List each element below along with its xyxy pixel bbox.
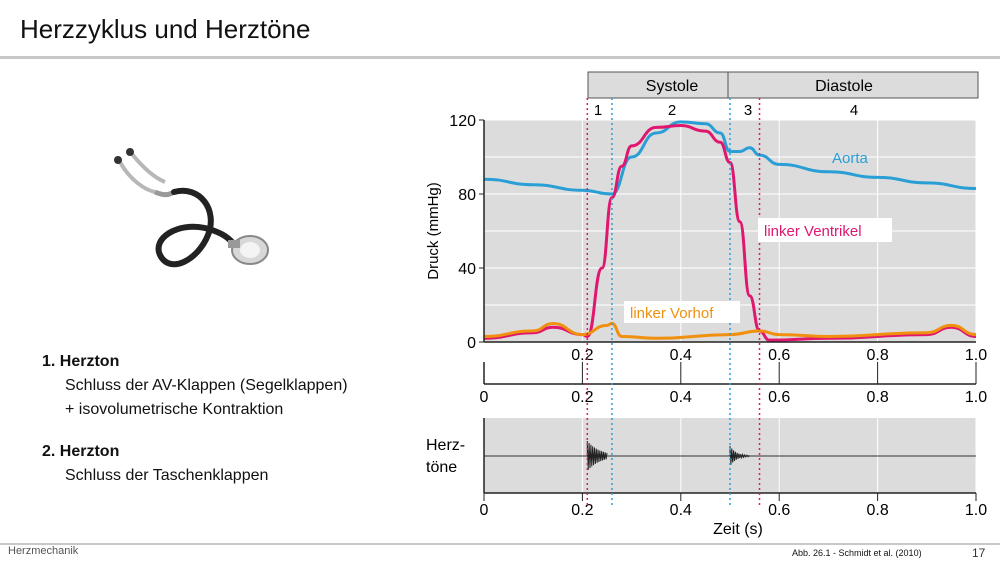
y-tick-label: 120 [449, 113, 476, 130]
series-label-aorta: Aorta [832, 150, 869, 167]
heart-sound-description: Schluss der Taschenklappen [65, 467, 269, 484]
figure-citation: Abb. 26.1 - Schmidt et al. (2010) [792, 548, 922, 558]
heart-sound-label: Herz- [426, 437, 465, 454]
systole-label: Systole [646, 78, 699, 95]
series-label-ventricle: linker Ventrikel [764, 223, 862, 240]
heart-sound-burst [729, 445, 751, 465]
diastole-label: Diastole [815, 78, 873, 95]
heart-sound-description: + isovolumetrische Kontraktion [65, 401, 284, 418]
x-tick-label: 0 [480, 502, 489, 519]
diastole-bar [727, 71, 979, 99]
x-tick-label: 0.6 [768, 389, 790, 406]
aorta-curve [483, 120, 977, 196]
phase-number: 2 [668, 102, 676, 119]
phase-number: 3 [744, 102, 752, 119]
y-tick-label: 40 [458, 261, 476, 278]
page-number: 17 [972, 546, 986, 560]
list-item: 2. Herzton Schluss der Taschenklappen [42, 440, 348, 488]
x-tick-label: 0.8 [866, 347, 888, 364]
footer-section-name: Herzmechanik [8, 545, 79, 557]
atrium-curve [483, 322, 977, 340]
x-tick-label: 0.6 [768, 347, 790, 364]
stethoscope-icon [114, 148, 269, 268]
x-tick-label: 0.8 [866, 502, 888, 519]
list-item: 1. Herzton Schluss der AV-Klappen (Segel… [42, 350, 348, 422]
x-tick-label: 0.4 [670, 347, 692, 364]
heart-sound-heading: 1. Herzton [42, 353, 120, 370]
heart-sound-waveform [484, 440, 976, 470]
title-divider [0, 56, 1000, 59]
x-tick-label: 0.4 [670, 389, 692, 406]
systole-bar [587, 71, 729, 99]
y-tick-label: 80 [458, 187, 476, 204]
x-tick-label: 1.0 [965, 389, 987, 406]
heart-sound-heading: 2. Herzton [42, 443, 120, 460]
x-tick-label: 0.4 [670, 502, 692, 519]
x-tick-label: 1.0 [965, 502, 987, 519]
footer-divider [0, 543, 1000, 545]
heart-sound-label: töne [426, 459, 457, 476]
heart-sound-description: Schluss der AV-Klappen (Segelklappen) [65, 377, 348, 394]
x-tick-label: 0.2 [571, 389, 593, 406]
x-tick-label: 1.0 [965, 347, 987, 364]
phase-number: 1 [594, 102, 602, 119]
heart-sound-burst [586, 440, 608, 470]
x-tick-label: 0.6 [768, 502, 790, 519]
series-label-atrium: linker Vorhof [630, 305, 714, 322]
x-tick-label: 0 [480, 389, 489, 406]
x-tick-label: 0.2 [571, 347, 593, 364]
phase-number: 4 [850, 102, 858, 119]
y-tick-label: 0 [467, 335, 476, 352]
atrium-label-bg [624, 301, 740, 323]
x-tick-label: 0.2 [571, 502, 593, 519]
ventricle-curve [483, 124, 977, 342]
x-axis-label: Zeit (s) [713, 521, 763, 538]
ventricle-label-bg [758, 218, 892, 242]
y-axis-label: Druck (mmHg) [425, 182, 442, 280]
heart-sounds-list: 1. Herzton Schluss der AV-Klappen (Segel… [42, 350, 348, 506]
pressure-curves [483, 120, 977, 342]
page-title: Herzzyklus und Herztöne [20, 14, 311, 44]
x-tick-label: 0.8 [866, 389, 888, 406]
cardiac-cycle-chart: Systole Diastole 1 2 3 4 0 40 80 120 0.2 0.4 0… [425, 71, 987, 538]
